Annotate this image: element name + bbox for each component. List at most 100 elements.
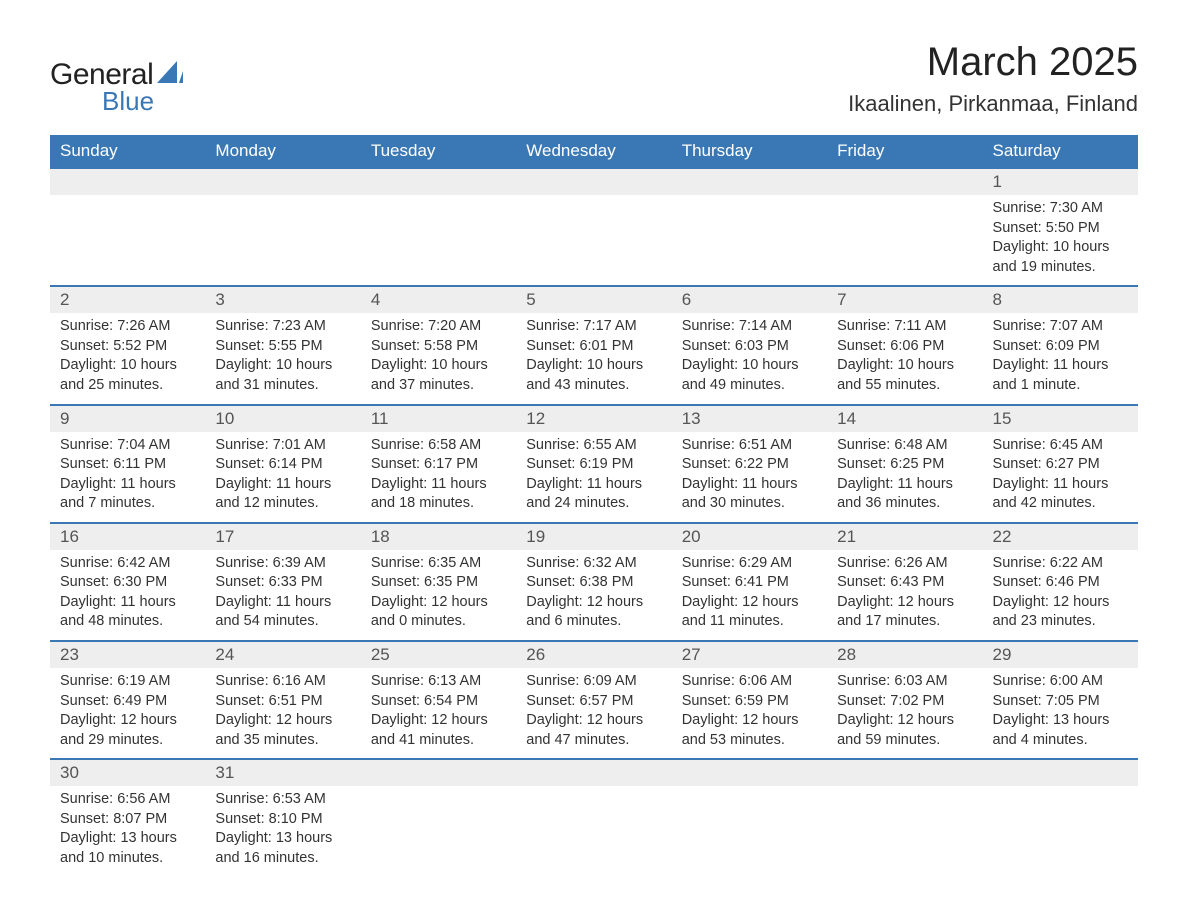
day-line: Sunset: 8:10 PM [215,810,350,830]
day-body: Sunrise: 6:13 AMSunset: 6:54 PMDaylight:… [361,668,516,758]
day-line: and 6 minutes. [526,612,661,632]
day-line: Sunset: 5:55 PM [215,337,350,357]
day-line: Sunrise: 6:58 AM [371,436,506,456]
day-number [827,169,982,175]
day-body: Sunrise: 6:58 AMSunset: 6:17 PMDaylight:… [361,432,516,522]
day-body: Sunrise: 6:22 AMSunset: 6:46 PMDaylight:… [983,550,1138,640]
day-line: Sunset: 6:59 PM [682,692,817,712]
day-body-cell: Sunrise: 7:23 AMSunset: 5:55 PMDaylight:… [205,313,360,404]
day-body-cell: Sunrise: 6:29 AMSunset: 6:41 PMDaylight:… [672,550,827,641]
day-line: Sunrise: 7:07 AM [993,317,1128,337]
day-number-cell: 31 [205,759,360,786]
day-number-cell: 10 [205,405,360,432]
calendar-table: Sunday Monday Tuesday Wednesday Thursday… [50,135,1138,877]
day-body-cell [205,195,360,286]
day-line: and 4 minutes. [993,731,1128,751]
day-number-cell: 30 [50,759,205,786]
day-number [827,760,982,766]
day-line: and 29 minutes. [60,731,195,751]
day-body-cell: Sunrise: 6:48 AMSunset: 6:25 PMDaylight:… [827,432,982,523]
day-body [361,195,516,275]
week-daynum-row: 2345678 [50,286,1138,313]
day-number [672,760,827,766]
day-body [827,786,982,866]
day-line: Sunrise: 7:01 AM [215,436,350,456]
day-body: Sunrise: 6:03 AMSunset: 7:02 PMDaylight:… [827,668,982,758]
day-number: 29 [983,642,1138,668]
day-body-cell: Sunrise: 6:03 AMSunset: 7:02 PMDaylight:… [827,668,982,759]
day-number: 31 [205,760,360,786]
day-body-cell: Sunrise: 6:16 AMSunset: 6:51 PMDaylight:… [205,668,360,759]
day-body-cell: Sunrise: 6:56 AMSunset: 8:07 PMDaylight:… [50,786,205,876]
day-line: Sunset: 6:46 PM [993,573,1128,593]
day-number-cell: 20 [672,523,827,550]
day-body [672,195,827,275]
day-line: and 47 minutes. [526,731,661,751]
day-body-cell: Sunrise: 6:55 AMSunset: 6:19 PMDaylight:… [516,432,671,523]
day-body: Sunrise: 6:35 AMSunset: 6:35 PMDaylight:… [361,550,516,640]
day-line: Daylight: 12 hours [371,711,506,731]
day-line: Sunset: 6:03 PM [682,337,817,357]
day-number-cell: 29 [983,641,1138,668]
day-number: 22 [983,524,1138,550]
day-number: 14 [827,406,982,432]
day-line: Daylight: 12 hours [526,593,661,613]
day-line: Sunset: 6:54 PM [371,692,506,712]
day-line: Sunrise: 7:26 AM [60,317,195,337]
day-number [50,169,205,175]
day-number-cell: 19 [516,523,671,550]
day-body-cell: Sunrise: 6:35 AMSunset: 6:35 PMDaylight:… [361,550,516,641]
day-line: Sunset: 8:07 PM [60,810,195,830]
day-body: Sunrise: 6:56 AMSunset: 8:07 PMDaylight:… [50,786,205,876]
day-number-cell: 1 [983,168,1138,195]
day-body [516,195,671,275]
day-line: and 37 minutes. [371,376,506,396]
day-line: Daylight: 11 hours [371,475,506,495]
week-body-row: Sunrise: 6:42 AMSunset: 6:30 PMDaylight:… [50,550,1138,641]
day-number-cell: 14 [827,405,982,432]
day-number: 13 [672,406,827,432]
day-line: Daylight: 10 hours [682,356,817,376]
day-line: Sunset: 5:52 PM [60,337,195,357]
day-body-cell: Sunrise: 6:39 AMSunset: 6:33 PMDaylight:… [205,550,360,641]
day-line: and 41 minutes. [371,731,506,751]
day-number-cell: 8 [983,286,1138,313]
day-line: Sunrise: 7:23 AM [215,317,350,337]
day-line: Daylight: 12 hours [837,711,972,731]
day-line: Daylight: 10 hours [993,238,1128,258]
day-line: Sunset: 6:22 PM [682,455,817,475]
location-subtitle: Ikaalinen, Pirkanmaa, Finland [848,91,1138,117]
day-line: Sunrise: 6:53 AM [215,790,350,810]
weekday-header: Wednesday [516,135,671,168]
day-number: 11 [361,406,516,432]
day-body-cell: Sunrise: 6:00 AMSunset: 7:05 PMDaylight:… [983,668,1138,759]
day-number [516,169,671,175]
day-body-cell: Sunrise: 7:01 AMSunset: 6:14 PMDaylight:… [205,432,360,523]
day-body-cell [516,195,671,286]
day-number-cell [827,168,982,195]
day-line: Sunrise: 7:30 AM [993,199,1128,219]
day-line: and 16 minutes. [215,849,350,869]
day-body: Sunrise: 6:39 AMSunset: 6:33 PMDaylight:… [205,550,360,640]
day-line: Daylight: 10 hours [60,356,195,376]
day-line: Daylight: 10 hours [526,356,661,376]
week-daynum-row: 16171819202122 [50,523,1138,550]
week-body-row: Sunrise: 6:56 AMSunset: 8:07 PMDaylight:… [50,786,1138,876]
day-line: Daylight: 13 hours [60,829,195,849]
day-line: Sunrise: 6:45 AM [993,436,1128,456]
day-line: Daylight: 12 hours [60,711,195,731]
day-line: and 59 minutes. [837,731,972,751]
day-line: Sunrise: 6:48 AM [837,436,972,456]
day-number: 19 [516,524,671,550]
day-number-cell: 16 [50,523,205,550]
day-number: 8 [983,287,1138,313]
brand-logo: General Blue [50,58,183,117]
day-body-cell: Sunrise: 6:45 AMSunset: 6:27 PMDaylight:… [983,432,1138,523]
day-number: 20 [672,524,827,550]
day-number-cell: 3 [205,286,360,313]
day-line: Daylight: 11 hours [993,356,1128,376]
day-body-cell: Sunrise: 7:26 AMSunset: 5:52 PMDaylight:… [50,313,205,404]
day-line: Sunset: 6:30 PM [60,573,195,593]
day-body-cell: Sunrise: 7:04 AMSunset: 6:11 PMDaylight:… [50,432,205,523]
day-line: and 54 minutes. [215,612,350,632]
